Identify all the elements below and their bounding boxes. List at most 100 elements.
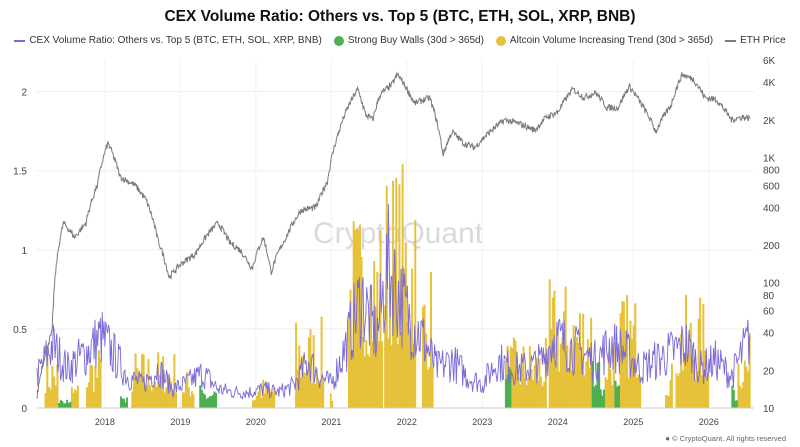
altcoin-trend-bar (139, 374, 142, 408)
buy-wall-bar (62, 403, 65, 408)
altcoin-trend-bar (516, 355, 519, 408)
altcoin-trend-bar (635, 377, 638, 408)
altcoin-trend-bar (175, 392, 178, 408)
x-tick-label: 2024 (548, 417, 568, 427)
altcoin-trend-bar (517, 376, 520, 408)
legend-dot-icon (333, 35, 344, 46)
buy-wall-bar (599, 389, 602, 408)
altcoin-trend-bar (152, 386, 155, 408)
altcoin-trend-bar (683, 355, 686, 408)
altcoin-trend-bar (173, 354, 176, 408)
altcoin-trend-bar (137, 370, 140, 408)
altcoin-trend-bar (703, 350, 706, 408)
altcoin-trend-bar (94, 366, 97, 408)
altcoin-trend-bar (265, 381, 268, 408)
buy-wall-bar (506, 374, 509, 408)
altcoin-trend-bar (141, 354, 144, 408)
buy-wall-bar (731, 385, 734, 408)
altcoin-trend-bar (550, 328, 553, 408)
altcoin-trend-bar (189, 396, 192, 408)
legend-label: Altcoin Volume Increasing Trend (30d > 3… (509, 35, 714, 46)
legend-item-eth[interactable]: ETH Price (725, 35, 786, 46)
altcoin-trend-bar (634, 303, 637, 408)
altcoin-trend-bar (46, 353, 49, 408)
altcoin-trend-bar (155, 386, 158, 408)
altcoin-trend-bar (145, 385, 148, 408)
y-right-tick-label: 600 (763, 181, 780, 192)
altcoin-trend-bar (532, 380, 535, 408)
altcoin-trend-bar (376, 271, 379, 408)
altcoin-trend-bar (259, 389, 261, 408)
altcoin-trend-bar (590, 317, 593, 408)
eth-price-line (36, 71, 751, 399)
altcoin-trend-bar (575, 336, 578, 408)
altcoin-trend-bar (91, 365, 94, 408)
altcoin-trend-bar (583, 375, 586, 408)
altcoin-trend-bar (611, 385, 614, 408)
altcoin-trend-bar (370, 285, 373, 408)
buy-wall-bar (69, 401, 72, 408)
buy-wall-bar (594, 384, 597, 408)
altcoin-trend-bar (606, 379, 609, 408)
x-tick-label: 2025 (623, 417, 643, 427)
x-tick-label: 2022 (397, 417, 417, 427)
altcoin-trend-bar (347, 312, 350, 408)
buy-wall-bar (200, 389, 203, 408)
altcoin-trend-bar (331, 401, 334, 408)
x-tick-label: 2026 (699, 417, 719, 427)
altcoin-trend-bar (738, 385, 742, 408)
altcoin-trend-bar (511, 348, 514, 408)
altcoin-trend-bar (387, 338, 390, 408)
legend-item-ratio[interactable]: CEX Volume Ratio: Others vs. Top 5 (BTC,… (14, 35, 322, 46)
altcoin-trend-bar (260, 397, 263, 408)
buy-wall-bar (735, 400, 738, 408)
altcoin-trend-bar (694, 378, 697, 408)
altcoin-trend-bar (540, 376, 543, 408)
x-tick-label: 2018 (95, 417, 115, 427)
altcoin-trend-bar (680, 333, 683, 408)
buy-wall-bar (593, 386, 596, 408)
altcoin-trend-bar (559, 343, 562, 408)
buy-wall-bar (732, 389, 735, 408)
x-tick-label: 2023 (472, 417, 492, 427)
altcoin-trend-bar (666, 395, 669, 408)
altcoin-trend-bar (588, 368, 591, 408)
altcoin-trend-bar (411, 268, 414, 408)
altcoin-trend-bar (158, 375, 161, 408)
y-left-tick-label: 1 (21, 246, 27, 257)
buy-wall-bar (507, 366, 510, 408)
altcoin-trend-bar (183, 392, 186, 408)
lines-group (36, 71, 751, 400)
altcoin-trend-bar (572, 325, 575, 408)
legend-item-buy-walls[interactable]: Strong Buy Walls (30d > 365d) (333, 35, 484, 46)
y-right-tick-label: 10 (763, 404, 775, 415)
altcoin-trend-bar (73, 389, 76, 408)
altcoin-trend-bar (626, 295, 629, 408)
altcoin-trend-bar (150, 390, 153, 408)
altcoin-trend-bar (604, 377, 607, 408)
altcoin-trend-bar (44, 392, 47, 408)
altcoin-trend-bar (612, 343, 615, 408)
altcoin-trend-bar (670, 363, 673, 408)
altcoin-trend-bar (543, 381, 546, 408)
altcoin-trend-bar (577, 342, 580, 408)
altcoin-trend-bar (548, 279, 551, 408)
altcoin-trend-bar (428, 367, 431, 408)
buy-wall-bar (215, 392, 218, 408)
altcoin-trend-bar (149, 385, 152, 408)
altcoin-trend-bar (585, 361, 588, 408)
buy-wall-bar (124, 402, 127, 408)
altcoin-trend-bar (571, 370, 574, 408)
altcoin-trend-bar (184, 382, 187, 408)
altcoin-trend-bar (54, 385, 57, 408)
altcoin-trend-bar (691, 360, 694, 408)
altcoin-trend-bar (72, 392, 75, 408)
altcoin-trend-bar (686, 357, 689, 408)
x-tick-label: 2019 (170, 417, 190, 427)
y-right-tick-label: 400 (763, 203, 780, 214)
y-right-tick-label: 6K (763, 56, 776, 67)
altcoin-trend-bar (153, 381, 157, 408)
legend-item-altcoin[interactable]: Altcoin Volume Increasing Trend (30d > 3… (495, 35, 714, 46)
altcoin-trend-bar (296, 369, 299, 408)
altcoin-trend-bar (431, 366, 434, 408)
